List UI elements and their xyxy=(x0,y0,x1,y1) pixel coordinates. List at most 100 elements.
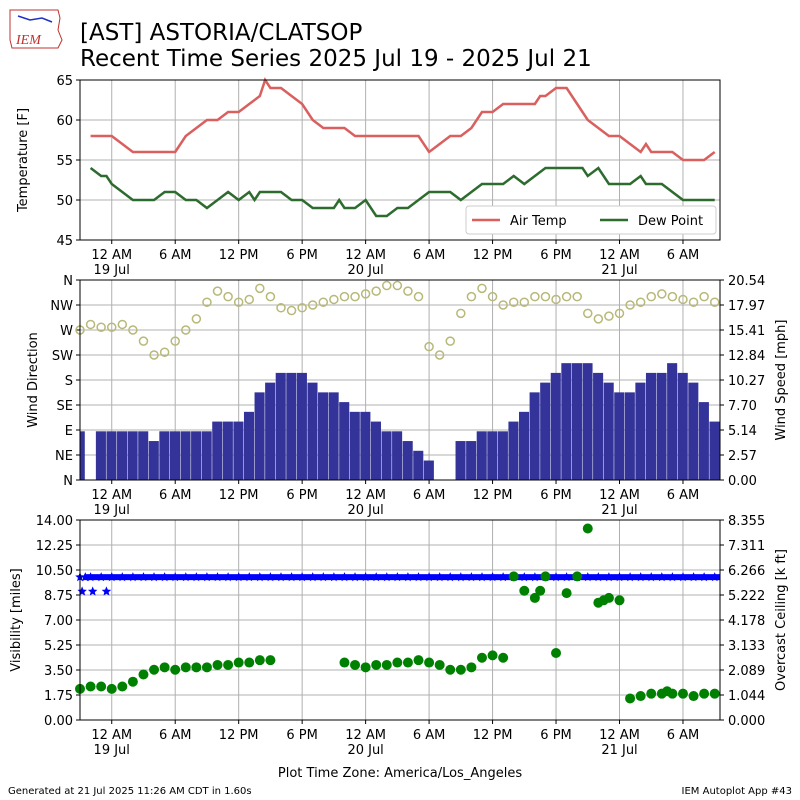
wind-direction-point xyxy=(646,291,656,302)
wind-dir-tick-label: W xyxy=(60,324,73,339)
wind-speed-tick-label: 7.70 xyxy=(728,399,757,414)
wind-speed-bar xyxy=(688,382,699,480)
ceiling-point xyxy=(561,588,572,599)
ceiling-point xyxy=(223,659,234,670)
x-tick-label: 6 AM xyxy=(413,488,446,503)
wind-direction-point xyxy=(96,322,106,332)
wind-dir-tick-label: SE xyxy=(57,399,73,414)
wind-speed-bar xyxy=(582,363,593,480)
x-tick-label: 12 AM xyxy=(599,248,640,263)
wind-speed-bar xyxy=(106,431,117,480)
wind-direction-point xyxy=(159,347,170,357)
wind-speed-bar xyxy=(508,421,519,480)
wind-speed-bar xyxy=(466,441,477,480)
wind-speed-bar xyxy=(529,392,540,480)
iem-logo: IEM xyxy=(9,9,63,49)
wind-direction-point xyxy=(128,325,138,335)
wind-speed-bar xyxy=(138,431,149,480)
x-tick-label: 6 AM xyxy=(667,248,700,263)
wind-speed-bar xyxy=(265,382,276,480)
ceiling-point xyxy=(667,688,678,699)
ceiling-point xyxy=(466,662,477,673)
x-tick-label: 12 PM xyxy=(473,728,513,743)
ceiling-point xyxy=(233,657,244,668)
wind-direction-point xyxy=(561,291,572,302)
wind-direction-point xyxy=(709,297,720,307)
ceiling-point xyxy=(117,681,128,692)
wind-direction-point xyxy=(413,291,424,302)
ceiling-point xyxy=(487,650,498,661)
wind-speed-bar xyxy=(423,460,434,480)
visibility-tick-label: 5.25 xyxy=(44,639,73,654)
wind-speed-bar xyxy=(117,431,128,480)
x-tick-label: 12 AM xyxy=(345,248,386,263)
visibility-tick-label: 10.50 xyxy=(36,564,73,579)
chart-title-line2: Recent Time Series 2025 Jul 19 - 2025 Ju… xyxy=(80,46,592,72)
x-tick-label: 6 PM xyxy=(286,488,317,503)
wind-direction-point xyxy=(551,294,561,305)
ceiling-point xyxy=(106,683,117,694)
wind-dir-tick-label: SW xyxy=(52,349,73,364)
wind-speed-bar xyxy=(339,402,350,480)
wind-speed-tick-label: 17.97 xyxy=(728,299,765,314)
temperature-frame xyxy=(79,79,721,241)
wind-direction-point xyxy=(297,303,307,313)
x-tick-label: 12 AM xyxy=(91,488,132,503)
y-tick-label: 55 xyxy=(56,154,73,169)
ceiling-point xyxy=(498,652,509,663)
ceiling-tick-label: 5.222 xyxy=(728,589,765,604)
wind-direction-point xyxy=(138,336,149,346)
wind-speed-tick-label: 20.54 xyxy=(728,274,765,289)
wind-direction-point xyxy=(117,319,128,330)
ceiling-point xyxy=(646,688,657,699)
ceiling-point xyxy=(265,655,276,666)
wind-direction-point xyxy=(625,300,635,310)
wind-dir-tick-label: NE xyxy=(55,449,73,464)
ceiling-point xyxy=(709,688,720,699)
wind-speed-bar xyxy=(550,372,561,480)
x-tick-label: 6 AM xyxy=(159,248,192,263)
ceiling-point xyxy=(677,688,688,699)
ceiling-point xyxy=(625,693,636,704)
wind-dir-y-label: Wind Direction xyxy=(26,332,41,428)
y-tick-label: 50 xyxy=(56,194,73,209)
x-tick-sublabel: 20 Jul xyxy=(347,263,383,278)
visibility-y-label: Visibility [miles] xyxy=(9,568,24,671)
visibility-tick-label: 1.75 xyxy=(44,689,73,704)
visibility-point xyxy=(87,586,98,596)
ceiling-point xyxy=(572,571,583,582)
wind-direction-point xyxy=(530,291,540,302)
wind-direction-point xyxy=(604,311,614,321)
wind-dir-tick-label: E xyxy=(65,424,73,439)
x-tick-sublabel: 20 Jul xyxy=(347,743,383,758)
wind-speed-bar xyxy=(624,392,635,480)
wind-dir-tick-label: S xyxy=(65,374,73,389)
wind-direction-point xyxy=(657,289,667,299)
x-tick-label: 12 PM xyxy=(219,728,259,743)
wind-direction-point xyxy=(276,303,286,313)
ceiling-point xyxy=(508,571,519,582)
y-tick-label: 45 xyxy=(56,234,73,249)
visibility-band xyxy=(84,574,721,581)
wind-direction-point xyxy=(540,291,551,302)
wind-dir-tick-label: N xyxy=(63,474,73,489)
footer-generated: Generated at 21 Jul 2025 11:26 AM CDT in… xyxy=(8,786,252,797)
visibility-tick-label: 7.00 xyxy=(44,614,73,629)
wind-speed-bar xyxy=(487,431,498,480)
wind-speed-tick-label: 10.27 xyxy=(728,374,765,389)
wind-direction-point xyxy=(614,308,625,319)
ceiling-tick-label: 8.355 xyxy=(728,514,765,529)
logo-text: IEM xyxy=(15,33,42,48)
wind-direction-point xyxy=(85,319,96,330)
wind-speed-bar xyxy=(159,431,170,480)
x-tick-sublabel: 19 Jul xyxy=(94,743,130,758)
wind-direction-point xyxy=(678,294,688,305)
x-tick-sublabel: 21 Jul xyxy=(601,503,637,518)
wind-panel: N NE E SE S SW W NW N 0.00 2.57 5.14 7.70 10.27 12.84 1… xyxy=(26,274,789,518)
temperature-legend: Air Temp Dew Point xyxy=(465,205,717,235)
wind-frame xyxy=(79,279,721,481)
x-tick-sublabel: 21 Jul xyxy=(601,743,637,758)
